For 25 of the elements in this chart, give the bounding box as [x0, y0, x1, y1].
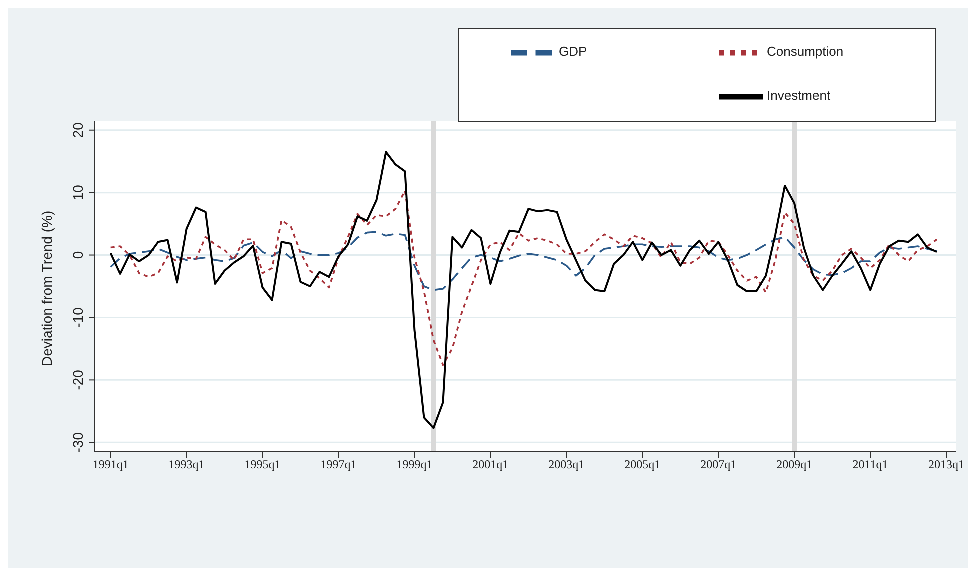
y-tick-label: 0: [70, 251, 86, 260]
legend-label: Investment: [767, 87, 832, 106]
x-tick-label: 2003q1: [548, 458, 585, 472]
legend-label: GDP: [559, 43, 588, 62]
x-tick-label: 1995q1: [244, 458, 281, 472]
y-tick-label: 10: [70, 184, 86, 201]
y-tick-label: 20: [70, 122, 86, 138]
y-axis-title: Deviation from Trend (%): [38, 210, 55, 366]
x-tick-label: 2011q1: [852, 458, 888, 472]
x-tick-label: 2009q1: [776, 458, 813, 472]
x-tick-label: 1997q1: [320, 458, 357, 472]
y-tick-label: -30: [70, 432, 86, 453]
line-series: [110, 190, 938, 366]
x-tick-label: 1999q1: [396, 458, 433, 472]
x-tick-label: 2013q1: [928, 458, 965, 472]
x-tick-label: 1991q1: [92, 458, 129, 472]
line-series: [110, 231, 938, 292]
line-series: [110, 151, 938, 430]
y-tick-label: -20: [70, 370, 86, 390]
x-tick-label: 2005q1: [624, 458, 661, 472]
x-tick-label: 1993q1: [168, 458, 205, 472]
y-tick-label: -10: [70, 307, 86, 328]
legend-label: Consumption: [767, 43, 845, 62]
x-tick-label: 2007q1: [700, 458, 737, 472]
x-tick-label: 2001q1: [472, 458, 509, 472]
